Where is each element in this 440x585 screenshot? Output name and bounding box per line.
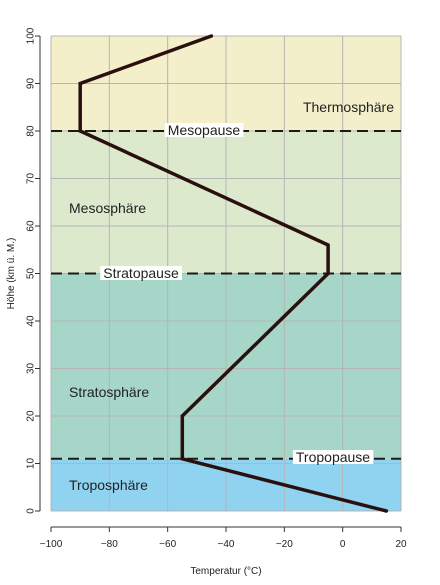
- pause-label-bg-1: [100, 266, 182, 280]
- x-tick-label-1: −80: [101, 539, 118, 550]
- pause-labels: Tropopause Stratopause Mesopause: [100, 122, 374, 465]
- y-tick-label-10: 100: [26, 27, 37, 44]
- y-tick-label-8: 80: [26, 125, 37, 137]
- y-tick-label-2: 20: [26, 410, 37, 422]
- y-tick-label-3: 30: [26, 363, 37, 375]
- layer-label-2: Mesosphäre: [69, 200, 146, 216]
- pause-label-bg-2: [164, 123, 244, 137]
- y-tick-label-6: 60: [26, 220, 37, 232]
- layer-labels: Troposphäre Stratosphäre Mesosphäre Thermos…: [69, 99, 394, 493]
- x-tick-label-2: −60: [159, 539, 176, 550]
- y-tick-label-0: 0: [26, 508, 37, 514]
- y-tick-label-4: 40: [26, 315, 37, 327]
- layer-label-1: Stratosphäre: [69, 384, 149, 400]
- pause-label-0: Tropopause: [296, 449, 370, 465]
- pause-label-2: Mesopause: [168, 122, 241, 138]
- x-tick-label-6: 20: [395, 539, 407, 550]
- series-group: [78, 34, 389, 513]
- x-axis-title: Temperatur (°C): [190, 566, 261, 577]
- temperature-profile-line-0: [78, 34, 389, 513]
- axes: 0 10 20 30 40 50 60 70 80 90 100 −100 −80 −60 −40 −20 0 2…: [26, 27, 407, 550]
- pause-label-bg-0: [292, 450, 374, 464]
- y-axis-title: Höhe (km ü. M.): [6, 238, 17, 310]
- y-tick-label-9: 90: [26, 78, 37, 90]
- pause-label-1: Stratopause: [103, 265, 179, 281]
- y-tick-label-5: 50: [26, 268, 37, 280]
- x-tick-label-4: −20: [276, 539, 293, 550]
- y-tick-label-1: 10: [26, 458, 37, 470]
- layer-label-0: Troposphäre: [69, 477, 148, 493]
- x-tick-label-0: −100: [40, 539, 63, 550]
- x-tick-label-5: 0: [340, 539, 346, 550]
- x-tick-label-3: −40: [218, 539, 235, 550]
- y-tick-label-7: 70: [26, 173, 37, 185]
- layer-label-3: Thermosphäre: [303, 99, 394, 115]
